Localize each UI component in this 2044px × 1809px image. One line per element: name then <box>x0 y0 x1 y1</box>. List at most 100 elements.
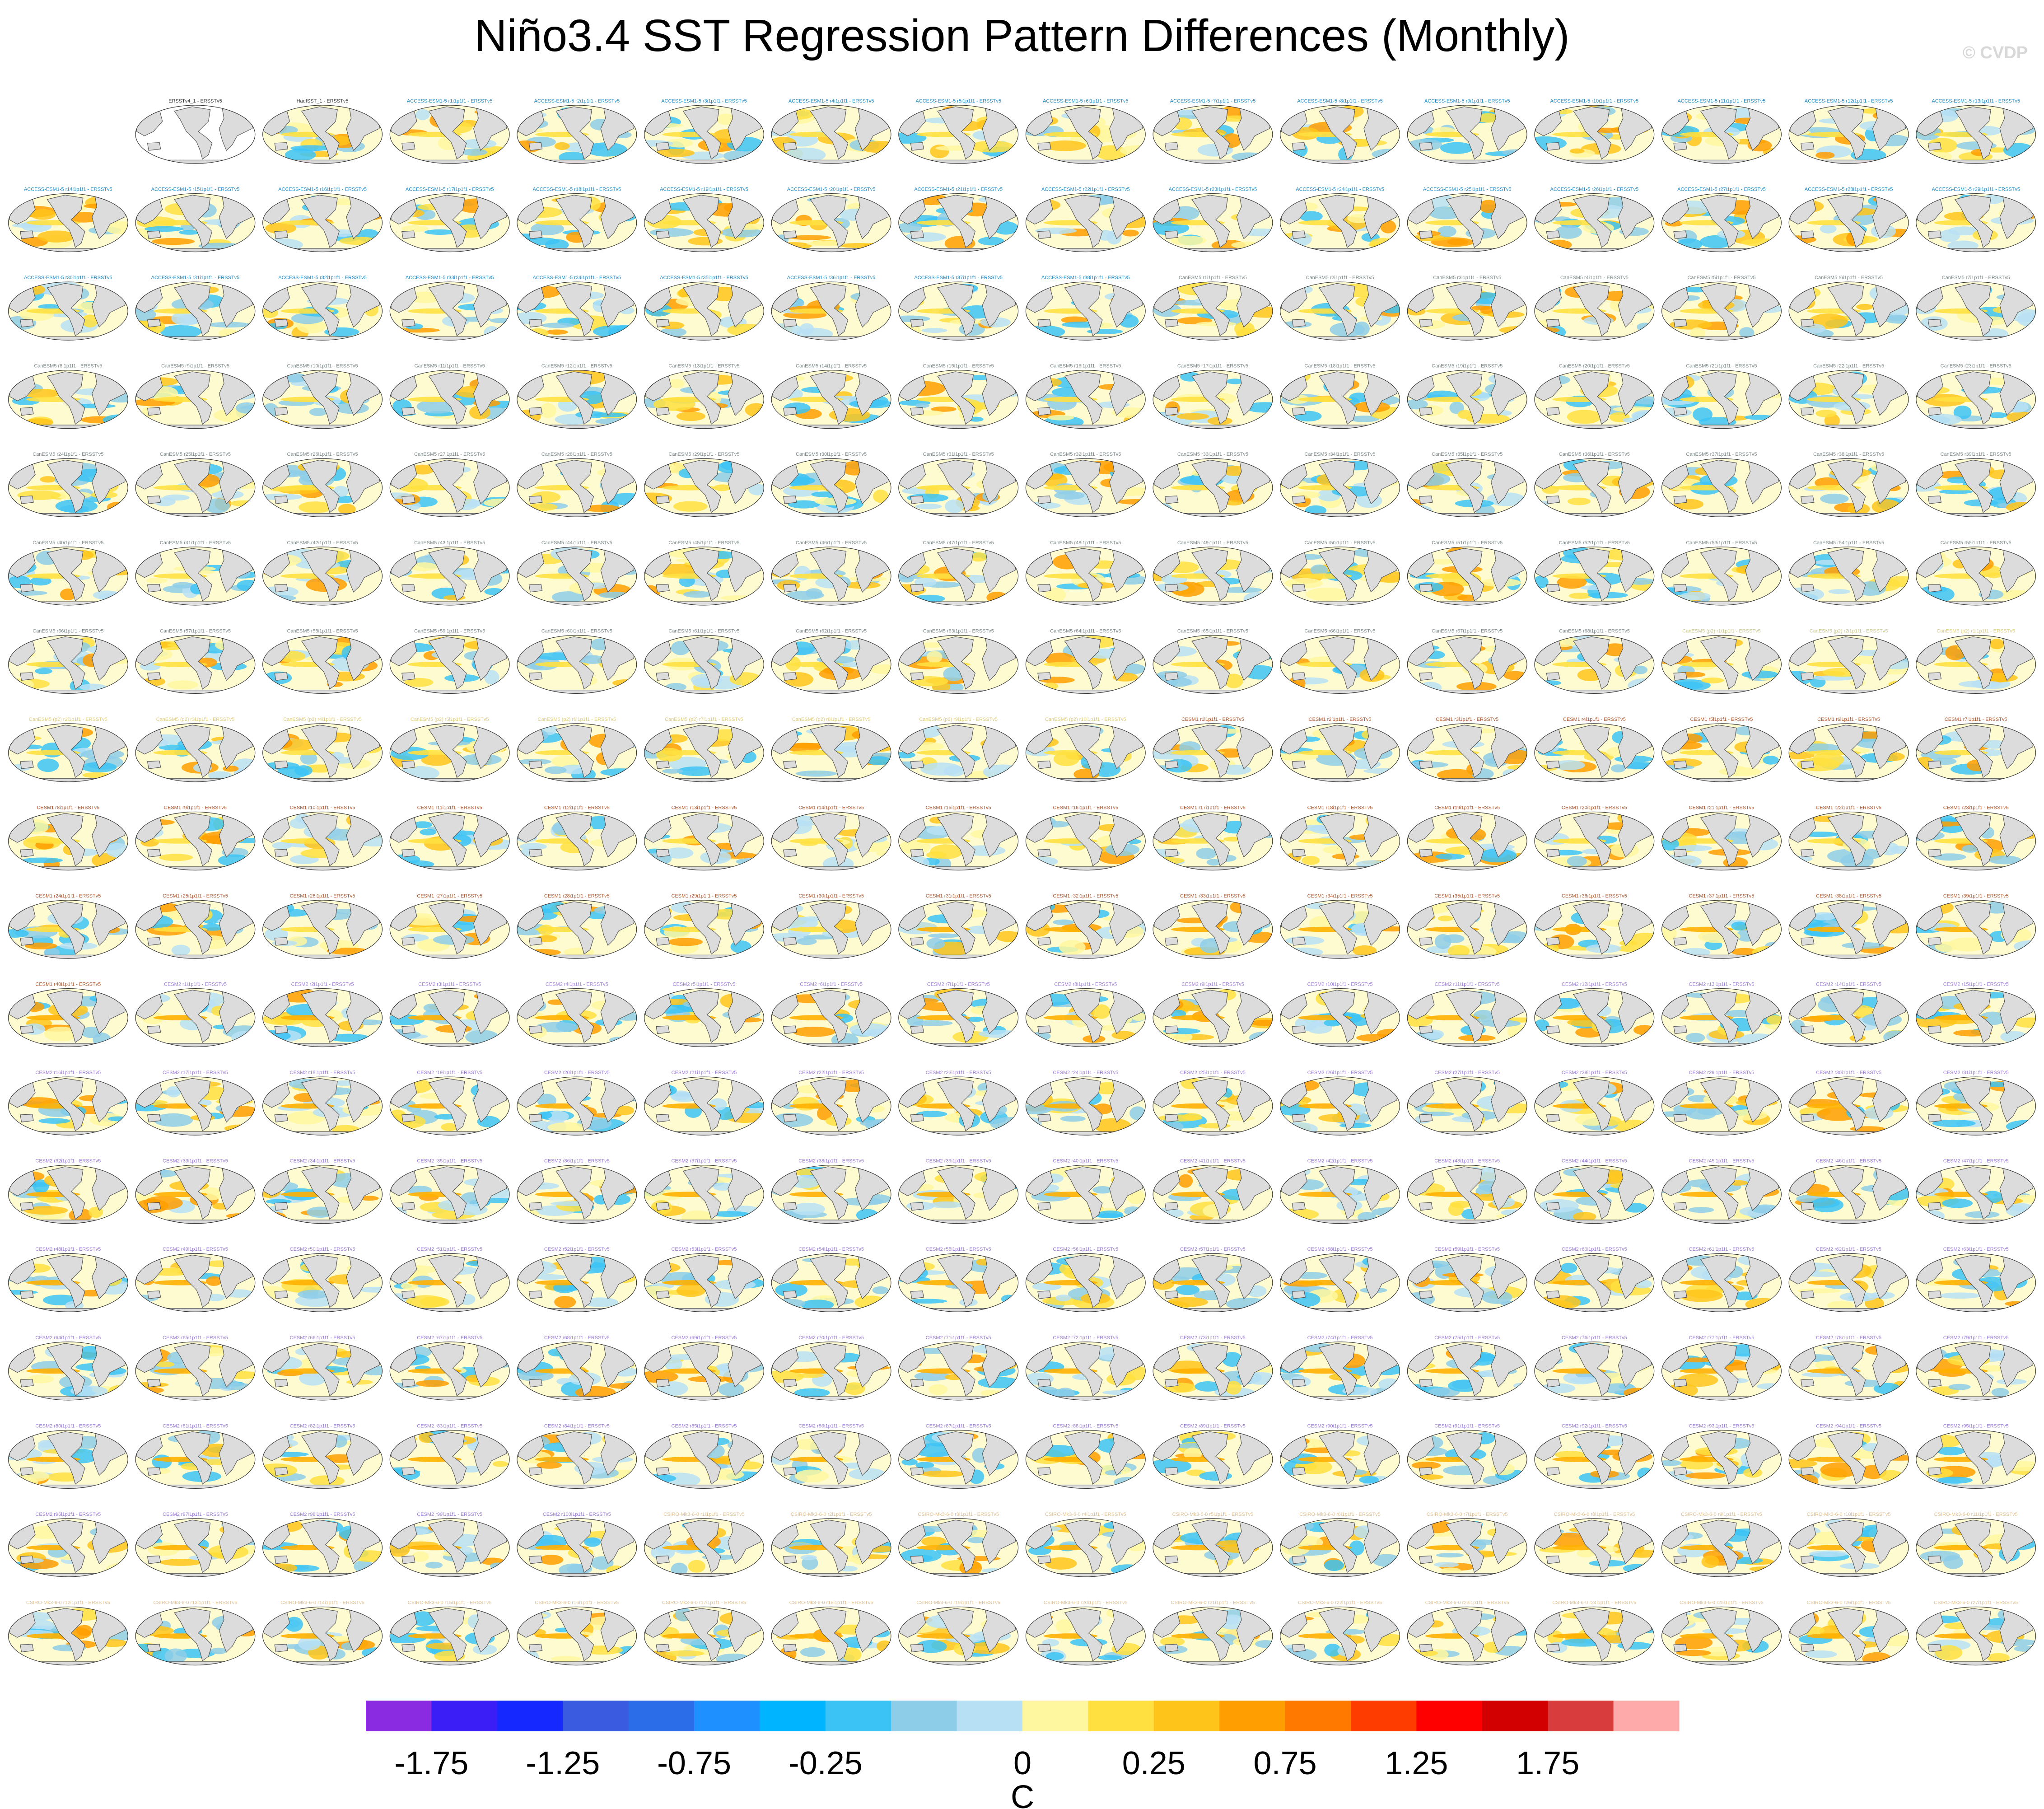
map-panel: CESM2 r11i1p1f1 - ERSSTv5 <box>1407 982 1527 1047</box>
map-panel: CESM2 r90i1p1f1 - ERSSTv5 <box>1280 1423 1400 1489</box>
map-panel: ACCESS-ESM1-5 r25i1p1f1 - ERSSTv5 <box>1407 187 1527 252</box>
map-panel: ACCESS-ESM1-5 r34i1p1f1 - ERSSTv5 <box>517 275 637 341</box>
map-panel: CanESM5 (p2) r8i1p1f1 - ERSSTv5 <box>771 717 891 782</box>
panel-label: ACCESS-ESM1-5 r37i1p1f1 - ERSSTv5 <box>914 275 1003 280</box>
panel-label: CESM2 r99i1p1f1 - ERSSTv5 <box>417 1512 482 1517</box>
panel-label: CESM1 r13i1p1f1 - ERSSTv5 <box>671 805 737 810</box>
panel-label: CESM2 r60i1p1f1 - ERSSTv5 <box>1562 1247 1627 1252</box>
panel-label: CESM1 r31i1p1f1 - ERSSTv5 <box>926 893 991 899</box>
panel-label: CanESM5 r56i1p1f1 - ERSSTv5 <box>33 628 103 634</box>
panel-label: CESM1 r28i1p1f1 - ERSSTv5 <box>544 893 610 899</box>
panel-label: CESM2 r18i1p1f1 - ERSSTv5 <box>290 1070 355 1075</box>
map-panel: CSIRO-Mk3-6-0 r12i1p1f1 - ERSSTv5 <box>8 1600 128 1666</box>
map-panel: CSIRO-Mk3-6-0 r19i1p1f1 - ERSSTv5 <box>898 1600 1019 1666</box>
map-panel: CanESM5 r45i1p1f1 - ERSSTv5 <box>644 540 764 606</box>
map-panel: CanESM5 r29i1p1f1 - ERSSTv5 <box>644 452 764 517</box>
panel-label: CESM1 r7i1p1f1 - ERSSTv5 <box>1945 717 2007 722</box>
panel-label: CanESM5 r55i1p1f1 - ERSSTv5 <box>1941 540 2011 546</box>
panel-label: CSIRO-Mk3-6-0 r8i1p1f1 - ERSSTv5 <box>1554 1512 1635 1517</box>
map-panel: CanESM5 r34i1p1f1 - ERSSTv5 <box>1280 452 1400 517</box>
map-panel: CESM2 r77i1p1f1 - ERSSTv5 <box>1661 1335 1782 1401</box>
map-panel: ERSSTv4_1 - ERSSTv5 <box>135 98 256 164</box>
map-panel: CSIRO-Mk3-6-0 r27i1p1f1 - ERSSTv5 <box>1916 1600 2036 1666</box>
map-panel: CanESM5 (p2) r9i1p1f1 - ERSSTv5 <box>898 717 1019 782</box>
panel-label: CESM1 r34i1p1f1 - ERSSTv5 <box>1307 893 1373 899</box>
map-panel: CanESM5 (p2) r7i1p1f1 - ERSSTv5 <box>644 717 764 782</box>
panel-label: CSIRO-Mk3-6-0 r16i1p1f1 - ERSSTv5 <box>535 1600 619 1605</box>
panel-label: ACCESS-ESM1-5 r25i1p1f1 - ERSSTv5 <box>1423 187 1512 192</box>
map-panel: CESM2 r88i1p1f1 - ERSSTv5 <box>1025 1423 1146 1489</box>
map-panel: CESM1 r27i1p1f1 - ERSSTv5 <box>389 893 510 959</box>
panel-label: CESM1 r12i1p1f1 - ERSSTv5 <box>544 805 610 810</box>
panel-label: CESM2 r61i1p1f1 - ERSSTv5 <box>1689 1247 1754 1252</box>
map-panel: CESM2 r32i1p1f1 - ERSSTv5 <box>8 1159 128 1224</box>
map-panel: CESM1 r19i1p1f1 - ERSSTv5 <box>1407 805 1527 871</box>
panel-label: CESM2 r84i1p1f1 - ERSSTv5 <box>544 1423 610 1429</box>
panel-label: CanESM5 r44i1p1f1 - ERSSTv5 <box>541 540 612 546</box>
map-panel: CESM2 r71i1p1f1 - ERSSTv5 <box>898 1335 1019 1401</box>
map-panel: CESM2 r57i1p1f1 - ERSSTv5 <box>1153 1247 1273 1312</box>
map-panel: CanESM5 r16i1p1f1 - ERSSTv5 <box>1025 364 1146 429</box>
map-panel: CanESM5 r50i1p1f1 - ERSSTv5 <box>1280 540 1400 606</box>
panel-label: CESM2 r85i1p1f1 - ERSSTv5 <box>671 1423 737 1429</box>
map-panel: CanESM5 r8i1p1f1 - ERSSTv5 <box>8 364 128 429</box>
map-panel: CESM1 r28i1p1f1 - ERSSTv5 <box>517 893 637 959</box>
map-panel: CanESM5 r43i1p1f1 - ERSSTv5 <box>389 540 510 606</box>
map-panel: ACCESS-ESM1-5 r7i1p1f1 - ERSSTv5 <box>1153 98 1273 164</box>
panel-label: CESM2 r69i1p1f1 - ERSSTv5 <box>671 1335 737 1341</box>
map-panel: CESM2 r80i1p1f1 - ERSSTv5 <box>8 1423 128 1489</box>
map-panel: CanESM5 r9i1p1f1 - ERSSTv5 <box>135 364 256 429</box>
map-panel: CESM1 r26i1p1f1 - ERSSTv5 <box>262 893 383 959</box>
map-panel: ACCESS-ESM1-5 r17i1p1f1 - ERSSTv5 <box>389 187 510 252</box>
chart-title: Niño3.4 SST Regression Pattern Differenc… <box>474 10 1570 61</box>
panel-label: ACCESS-ESM1-5 r9i1p1f1 - ERSSTv5 <box>1424 98 1510 104</box>
map-panel: CESM1 r5i1p1f1 - ERSSTv5 <box>1661 717 1782 782</box>
map-panel: CanESM5 r26i1p1f1 - ERSSTv5 <box>262 452 383 517</box>
map-panel: CESM2 r25i1p1f1 - ERSSTv5 <box>1153 1070 1273 1136</box>
panel-label: CanESM5 r59i1p1f1 - ERSSTv5 <box>414 628 485 634</box>
map-panel: CESM2 r6i1p1f1 - ERSSTv5 <box>771 982 891 1047</box>
panel-label: ACCESS-ESM1-5 r23i1p1f1 - ERSSTv5 <box>1169 187 1257 192</box>
colorbar-swatch <box>760 1701 826 1731</box>
panel-label: CESM2 r62i1p1f1 - ERSSTv5 <box>1816 1247 1881 1252</box>
panel-label: CSIRO-Mk3-6-0 r2i1p1f1 - ERSSTv5 <box>791 1512 872 1517</box>
panel-label: ACCESS-ESM1-5 r16i1p1f1 - ERSSTv5 <box>278 187 367 192</box>
panel-label: CESM2 r38i1p1f1 - ERSSTv5 <box>798 1159 864 1164</box>
map-panel: CESM2 r87i1p1f1 - ERSSTv5 <box>898 1423 1019 1489</box>
map-panel: CESM2 r83i1p1f1 - ERSSTv5 <box>389 1423 510 1489</box>
map-panel: CESM2 r74i1p1f1 - ERSSTv5 <box>1280 1335 1400 1401</box>
panel-label: CESM2 r26i1p1f1 - ERSSTv5 <box>1307 1070 1373 1075</box>
panel-label: ACCESS-ESM1-5 r4i1p1f1 - ERSSTv5 <box>789 98 874 104</box>
panel-label: CanESM5 r27i1p1f1 - ERSSTv5 <box>414 452 485 457</box>
panel-label: CESM1 r39i1p1f1 - ERSSTv5 <box>1943 893 2009 899</box>
panel-label: CESM2 r64i1p1f1 - ERSSTv5 <box>35 1335 101 1341</box>
map-panel: ACCESS-ESM1-5 r21i1p1f1 - ERSSTv5 <box>898 187 1019 252</box>
panel-label: CESM1 r4i1p1f1 - ERSSTv5 <box>1563 717 1626 722</box>
colorbar-swatch <box>497 1701 563 1731</box>
panel-grid: ERSSTv4_1 - ERSSTv5 HadISST_1 - ERSSTv5 AC… <box>8 98 2036 1666</box>
panel-label: CanESM5 r52i1p1f1 - ERSSTv5 <box>1559 540 1630 546</box>
panel-label: CSIRO-Mk3-6-0 r25i1p1f1 - ERSSTv5 <box>1680 1600 1764 1605</box>
panel-label: CESM2 r58i1p1f1 - ERSSTv5 <box>1307 1247 1373 1252</box>
panel-label: CESM1 r27i1p1f1 - ERSSTv5 <box>417 893 482 899</box>
panel-label: CanESM5 r7i1p1f1 - ERSSTv5 <box>1942 275 2010 280</box>
panel-label: CanESM5 r42i1p1f1 - ERSSTv5 <box>287 540 358 546</box>
map-panel: CESM2 r48i1p1f1 - ERSSTv5 <box>8 1247 128 1312</box>
panel-label: CanESM5 r67i1p1f1 - ERSSTv5 <box>1432 628 1503 634</box>
map-panel: CESM2 r12i1p1f1 - ERSSTv5 <box>1534 982 1655 1047</box>
panel-label: CSIRO-Mk3-6-0 r18i1p1f1 - ERSSTv5 <box>789 1600 873 1605</box>
panel-label: CanESM5 (p2) r3i1p1f1 - ERSSTv5 <box>156 717 235 722</box>
map-panel: ACCESS-ESM1-5 r9i1p1f1 - ERSSTv5 <box>1407 98 1527 164</box>
map-panel: CSIRO-Mk3-6-0 r17i1p1f1 - ERSSTv5 <box>644 1600 764 1666</box>
map-panel: CESM2 r35i1p1f1 - ERSSTv5 <box>389 1159 510 1224</box>
panel-label: ACCESS-ESM1-5 r8i1p1f1 - ERSSTv5 <box>1297 98 1383 104</box>
map-panel: CanESM5 r4i1p1f1 - ERSSTv5 <box>1534 275 1655 341</box>
map-panel: CanESM5 r53i1p1f1 - ERSSTv5 <box>1661 540 1782 606</box>
map-panel: CanESM5 r65i1p1f1 - ERSSTv5 <box>1153 628 1273 694</box>
map-panel: ACCESS-ESM1-5 r35i1p1f1 - ERSSTv5 <box>644 275 764 341</box>
map-panel: ACCESS-ESM1-5 r22i1p1f1 - ERSSTv5 <box>1025 187 1146 252</box>
panel-label: ACCESS-ESM1-5 r29i1p1f1 - ERSSTv5 <box>1932 187 2020 192</box>
panel-label: CESM2 r2i1p1f1 - ERSSTv5 <box>291 982 354 987</box>
map-panel: CSIRO-Mk3-6-0 r8i1p1f1 - ERSSTv5 <box>1534 1512 1655 1577</box>
panel-label: CESM1 r22i1p1f1 - ERSSTv5 <box>1816 805 1881 810</box>
